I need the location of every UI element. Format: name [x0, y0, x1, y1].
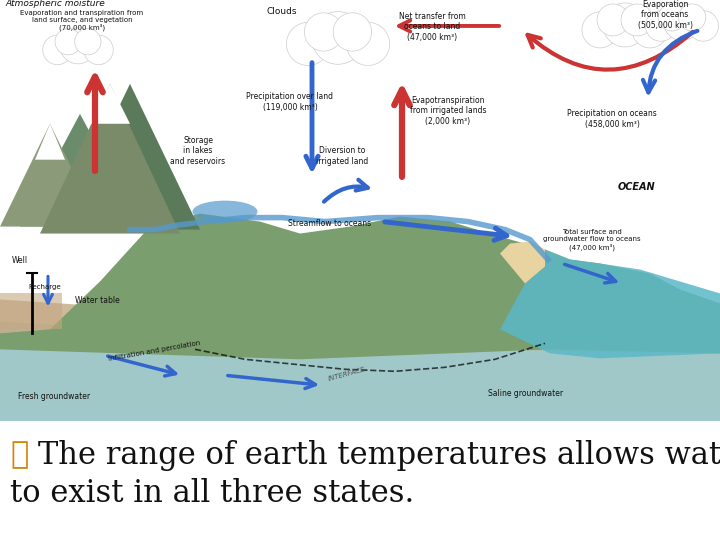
Polygon shape	[0, 321, 720, 421]
Text: Net transfer from
oceans to land
(47,000 km³): Net transfer from oceans to land (47,000…	[399, 12, 465, 42]
Text: INTERFACE: INTERFACE	[328, 367, 366, 382]
Circle shape	[679, 4, 706, 31]
Text: Clouds: Clouds	[266, 7, 297, 16]
Polygon shape	[90, 84, 130, 124]
Circle shape	[645, 11, 676, 41]
Polygon shape	[0, 300, 720, 353]
Circle shape	[597, 4, 629, 36]
Circle shape	[305, 13, 343, 51]
Polygon shape	[0, 214, 720, 359]
Circle shape	[287, 22, 330, 65]
Text: Evaporation
from oceans
(505,000 km³): Evaporation from oceans (505,000 km³)	[637, 0, 693, 30]
Circle shape	[582, 12, 618, 48]
Circle shape	[42, 35, 72, 65]
Circle shape	[312, 11, 364, 64]
Ellipse shape	[192, 201, 258, 222]
Text: to exist in all three states.: to exist in all three states.	[10, 477, 414, 509]
Polygon shape	[35, 124, 65, 160]
Text: Infiltration and percolation: Infiltration and percolation	[108, 340, 201, 362]
Circle shape	[603, 3, 647, 47]
Circle shape	[333, 13, 372, 51]
Polygon shape	[0, 293, 62, 329]
Circle shape	[84, 35, 113, 65]
Text: Precipitation over land
(119,000 km³): Precipitation over land (119,000 km³)	[246, 92, 333, 112]
Polygon shape	[40, 84, 180, 234]
Circle shape	[688, 11, 719, 41]
Polygon shape	[500, 249, 720, 359]
Text: Total surface and
groundwater flow to oceans
(47,000 km³): Total surface and groundwater flow to oc…	[543, 230, 641, 251]
Circle shape	[663, 3, 701, 40]
Polygon shape	[500, 241, 545, 284]
Text: Well: Well	[12, 256, 28, 266]
Polygon shape	[20, 114, 140, 227]
Text: Evapotranspiration
from irrigated lands
(2,000 km³): Evapotranspiration from irrigated lands …	[410, 96, 486, 126]
Text: OCEAN: OCEAN	[618, 181, 656, 192]
Circle shape	[658, 4, 685, 31]
Text: Storage
in lakes
and reservoirs: Storage in lakes and reservoirs	[171, 136, 225, 166]
Text: Fresh groundwater: Fresh groundwater	[18, 392, 90, 401]
Circle shape	[55, 29, 81, 55]
Text: Saline groundwater: Saline groundwater	[488, 389, 563, 398]
Circle shape	[60, 28, 96, 64]
Text: The range of earth temperatures allows water: The range of earth temperatures allows w…	[38, 440, 720, 471]
Text: Diversion to
irrigated land: Diversion to irrigated land	[316, 146, 368, 166]
Text: Precipitation on oceans
(458,000 km³): Precipitation on oceans (458,000 km³)	[567, 110, 657, 129]
Text: Atmospheric moisture: Atmospheric moisture	[5, 0, 104, 8]
Text: Recharge: Recharge	[28, 285, 60, 291]
Polygon shape	[0, 124, 100, 227]
Text: Evaporation and transpiration from
land surface, and vegetation
(70,000 km³): Evaporation and transpiration from land …	[20, 10, 143, 31]
Text: Water table: Water table	[75, 296, 120, 306]
Text: ⯊: ⯊	[10, 441, 28, 470]
Circle shape	[346, 22, 390, 65]
Text: Streamflow to oceans: Streamflow to oceans	[288, 219, 371, 227]
Circle shape	[632, 12, 668, 48]
Polygon shape	[60, 84, 200, 230]
Circle shape	[75, 29, 101, 55]
Circle shape	[621, 4, 653, 36]
